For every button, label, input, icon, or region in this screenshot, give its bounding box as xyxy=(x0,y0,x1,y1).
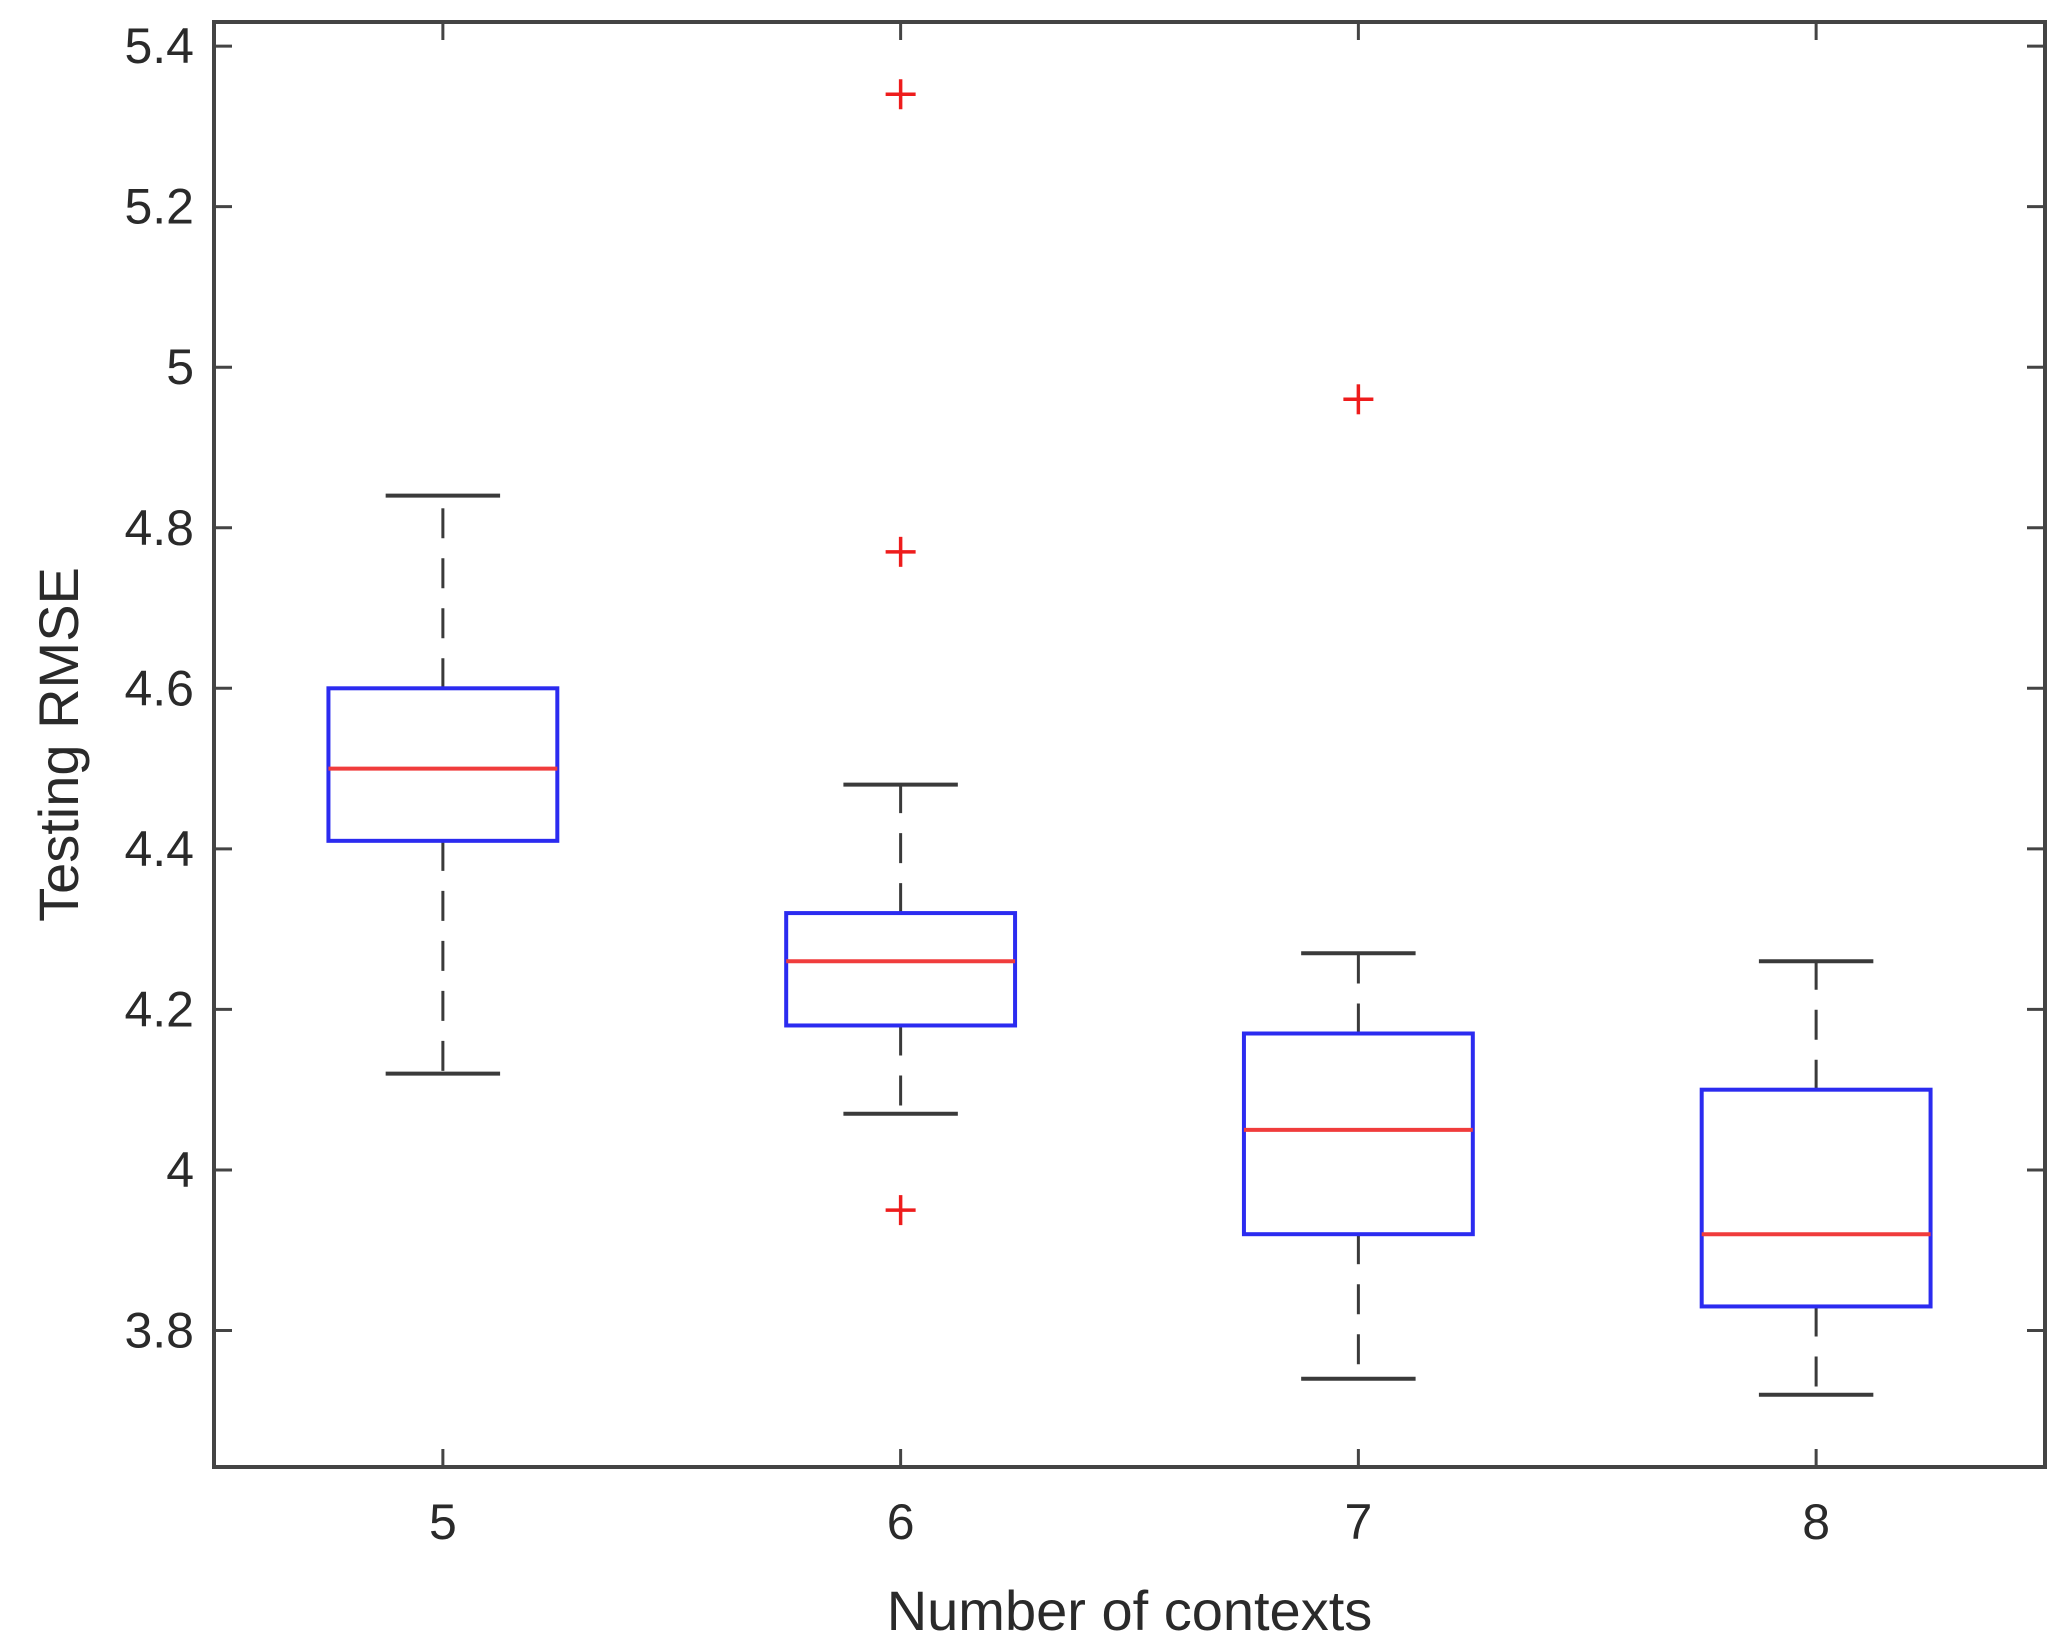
box-group xyxy=(784,79,1018,1226)
y-tick-label: 5 xyxy=(166,339,194,395)
outlier-marker xyxy=(885,1195,916,1226)
y-tick-label: 4 xyxy=(166,1142,194,1198)
iqr-box xyxy=(326,686,560,843)
y-tick-label: 3.8 xyxy=(124,1303,194,1359)
y-tick-label: 5.4 xyxy=(124,18,194,74)
box-group xyxy=(1699,959,1933,1397)
iqr-box xyxy=(1241,1031,1475,1237)
plot-frame xyxy=(212,20,2047,1469)
y-tick-label: 4.2 xyxy=(124,981,194,1037)
x-tick-label: 5 xyxy=(429,1494,457,1550)
y-axis-label: Testing RMSE xyxy=(27,567,90,922)
y-tick-label: 4.8 xyxy=(124,500,194,556)
tick-labels: 3.8 4 4.2 4.4 4.6 4.8 5 5.2 5.4 5 6 7 8 xyxy=(124,18,1830,1550)
y-tick-label: 4.4 xyxy=(124,821,194,877)
axis-ticks xyxy=(214,22,2045,1467)
y-tick-label: 5.2 xyxy=(124,179,194,235)
x-tick-label: 8 xyxy=(1802,1494,1830,1550)
outlier-marker xyxy=(885,536,916,567)
outlier-marker xyxy=(885,79,916,110)
iqr-box xyxy=(784,911,1018,1028)
x-axis-label: Number of contexts xyxy=(887,1579,1373,1642)
y-tick-label: 4.6 xyxy=(124,660,194,716)
box-group xyxy=(1241,384,1475,1381)
x-tick-label: 6 xyxy=(887,1494,915,1550)
x-tick-label: 7 xyxy=(1344,1494,1372,1550)
box-group xyxy=(326,493,560,1076)
box-series xyxy=(326,79,1933,1397)
outlier-marker xyxy=(1343,384,1374,415)
iqr-box xyxy=(1699,1087,1933,1309)
